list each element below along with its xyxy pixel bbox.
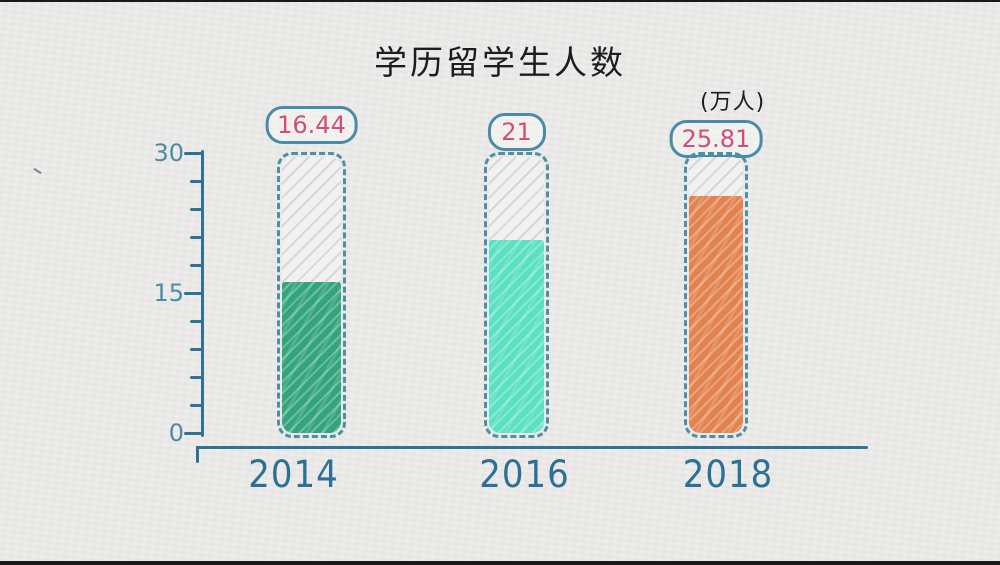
letterbox-top	[0, 0, 1000, 2]
y-axis-minor-tick	[190, 263, 203, 267]
x-axis-label: 2016	[479, 453, 570, 497]
stray-pen-mark	[33, 167, 42, 175]
bar-outline	[484, 152, 549, 438]
y-tick-label-15: 15	[153, 279, 184, 307]
x-axis-label: 2018	[682, 453, 774, 497]
y-axis-minor-tick	[190, 403, 203, 407]
bar-fill	[689, 195, 743, 433]
y-axis-minor-tick	[190, 207, 203, 211]
bar-group: 16.44 2014	[248, 0, 358, 565]
y-tick-label-30: 30	[153, 139, 184, 167]
bar-group: 25.81 2018	[669, 0, 772, 565]
y-axis-minor-tick	[190, 235, 203, 239]
x-axis-label: 2014	[248, 453, 339, 497]
y-axis-minor-tick	[190, 347, 203, 351]
bar-fill	[282, 281, 341, 433]
x-axis	[196, 446, 868, 449]
y-axis-minor-tick	[190, 179, 203, 183]
y-axis-major-tick	[184, 431, 203, 435]
letterbox-bottom	[0, 561, 1000, 565]
value-badge: 16.44	[265, 106, 358, 144]
bar-empty-hatch	[689, 157, 743, 433]
bar-empty-hatch	[489, 157, 544, 433]
bar-outline	[684, 152, 748, 438]
y-tick-label-0: 0	[168, 419, 184, 447]
x-axis-end-cap	[196, 446, 199, 463]
value-label: 16.44	[277, 111, 346, 139]
chart-title: 学历留学生人数	[374, 43, 626, 82]
y-axis-major-tick	[184, 291, 203, 295]
y-axis-minor-tick	[190, 375, 203, 379]
value-badge: 25.81	[669, 120, 763, 158]
value-label: 25.81	[681, 125, 751, 153]
unit-label: (万人)	[700, 90, 766, 115]
bar-empty-hatch	[282, 157, 341, 433]
bar-outline	[277, 152, 346, 438]
value-label: 21	[501, 118, 532, 146]
y-axis-major-tick	[184, 151, 203, 155]
bar-fill	[489, 239, 544, 433]
value-badge: 21	[487, 113, 546, 151]
y-axis-minor-tick	[190, 319, 203, 323]
bar-group: 21 2016	[479, 0, 569, 565]
